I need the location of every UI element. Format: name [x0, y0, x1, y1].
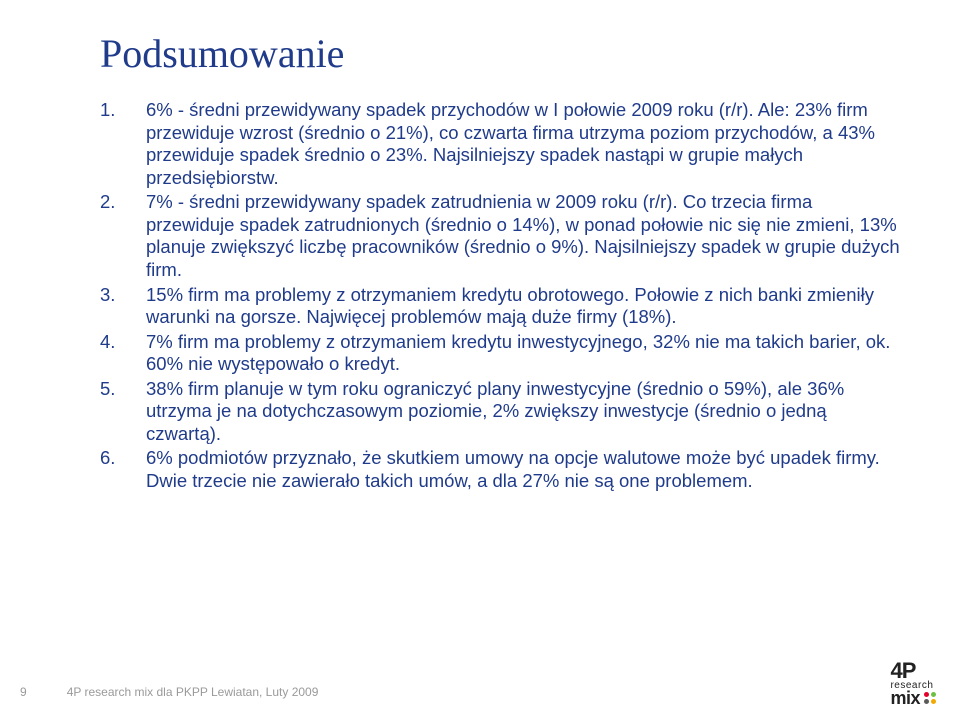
list-item: 6% podmiotów przyznało, że skutkiem umow… [100, 447, 900, 492]
list-item: 6% - średni przewidywany spadek przychod… [100, 99, 900, 189]
slide-title: Podsumowanie [100, 30, 900, 77]
footer-text: 4P research mix dla PKPP Lewiatan, Luty … [67, 685, 319, 699]
logo-mix: mix [890, 691, 920, 705]
logo-dot [931, 699, 936, 704]
footer: 9 4P research mix dla PKPP Lewiatan, Lut… [20, 685, 318, 699]
logo-4p: 4P [890, 662, 936, 680]
logo-dots-icon [924, 692, 936, 704]
logo-mix-row: mix [890, 691, 936, 705]
list-item: 15% firm ma problemy z otrzymaniem kredy… [100, 284, 900, 329]
list-item: 7% - średni przewidywany spadek zatrudni… [100, 191, 900, 281]
summary-list: 6% - średni przewidywany spadek przychod… [100, 99, 900, 493]
logo-dot [931, 692, 936, 697]
logo-dot [924, 692, 929, 697]
logo-dot [924, 699, 929, 704]
logo-4p-research-mix: 4P research mix [890, 662, 936, 705]
list-item: 38% firm planuje w tym roku ograniczyć p… [100, 378, 900, 446]
slide: Podsumowanie 6% - średni przewidywany sp… [0, 0, 960, 721]
page-number: 9 [20, 685, 27, 699]
list-item: 7% firm ma problemy z otrzymaniem kredyt… [100, 331, 900, 376]
